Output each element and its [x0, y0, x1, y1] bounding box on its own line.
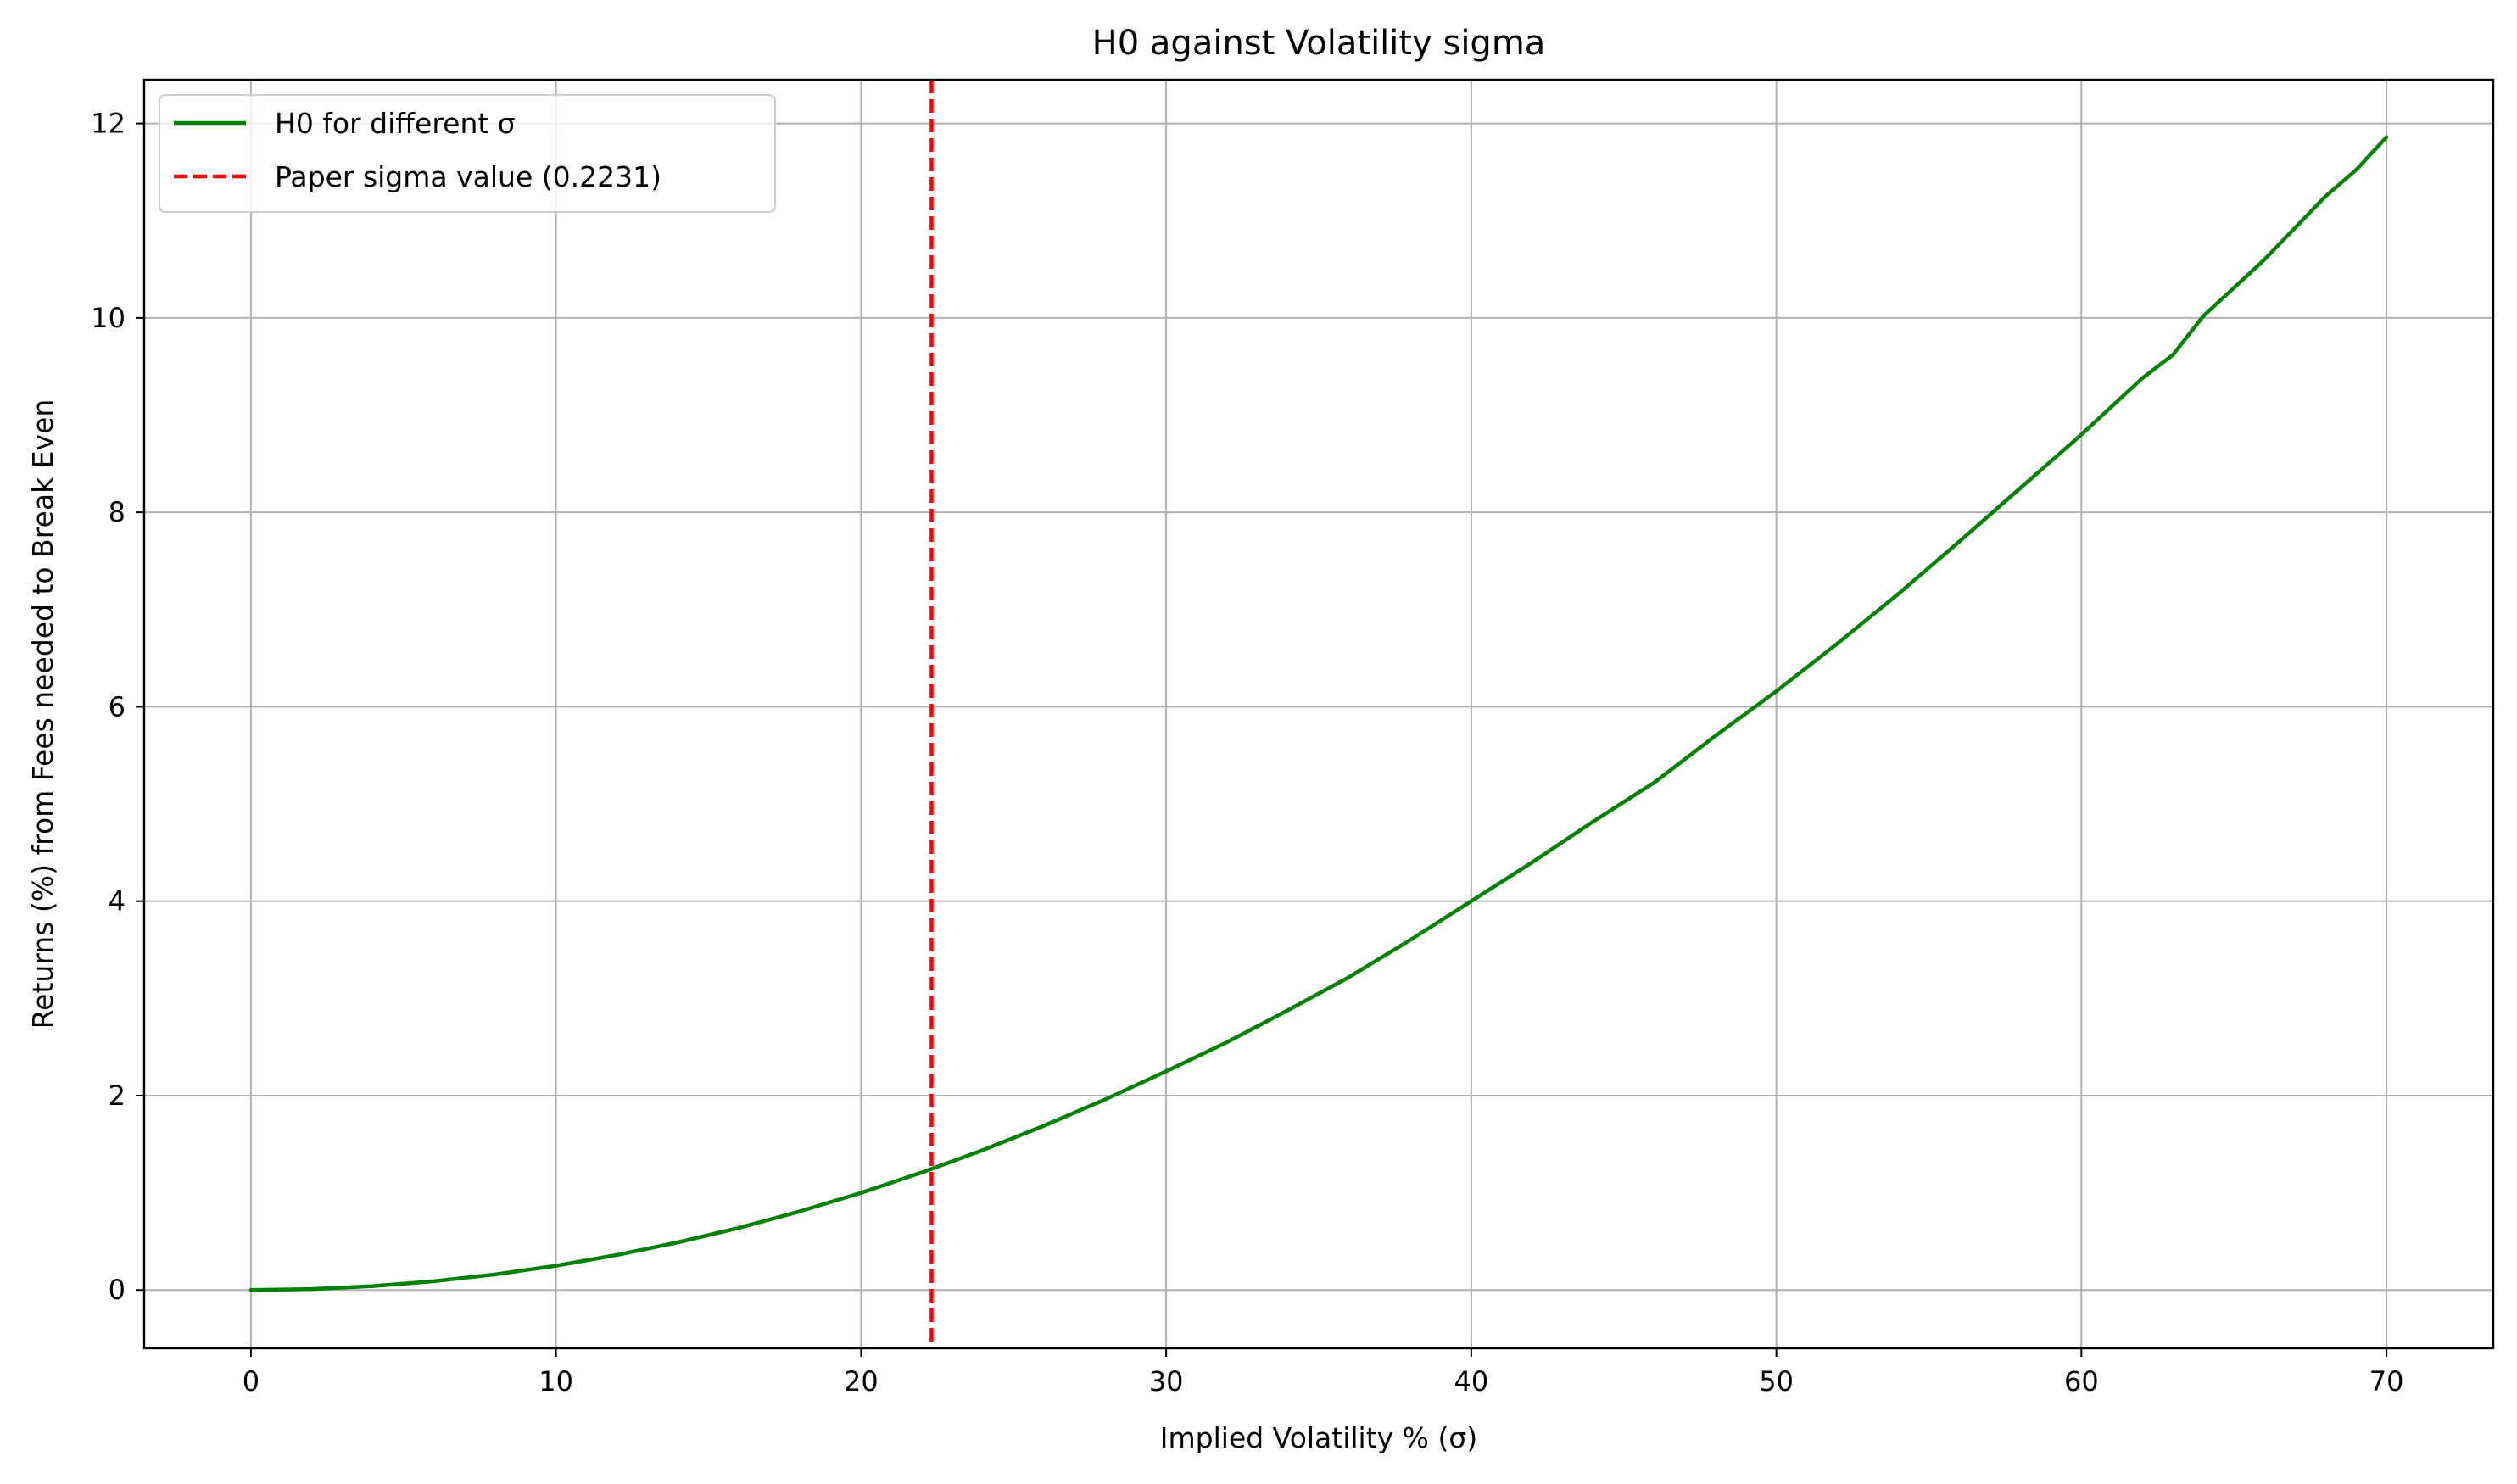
- grid: [144, 80, 2493, 1348]
- y-tick-label: 10: [91, 302, 126, 334]
- x-tick-label: 50: [1759, 1365, 1794, 1398]
- y-tick-label: 4: [109, 885, 126, 918]
- legend-box: [159, 94, 776, 213]
- x-tick-label: 40: [1454, 1365, 1489, 1398]
- plot-area: [248, 80, 2389, 1348]
- y-axis-label: Returns (%) from Fees needed to Break Ev…: [26, 399, 59, 1029]
- x-tick-label: 0: [243, 1365, 260, 1398]
- x-tick-label: 70: [2369, 1365, 2404, 1398]
- x-tick-label: 30: [1149, 1365, 1184, 1398]
- y-tick-label: 0: [109, 1274, 126, 1306]
- legend-label-paper-sigma: Paper sigma value (0.2231): [275, 160, 661, 193]
- plot-frame: [142, 78, 2495, 1350]
- y-tick-label: 2: [109, 1080, 126, 1112]
- y-tick-label: 8: [109, 496, 126, 528]
- series-line-h0: [248, 135, 2389, 1292]
- legend-label-h0: H0 for different σ: [275, 107, 516, 140]
- y-tick-label: 6: [109, 690, 126, 722]
- x-tick-label: 60: [2064, 1365, 2099, 1398]
- x-axis-label: Implied Volatility % (σ): [1160, 1421, 1477, 1454]
- chart-title: H0 against Volatility sigma: [1092, 24, 1546, 63]
- axis-ticks: 0 10 20 30 40 50 60 70 0 2 4 6 8 10 12: [91, 108, 2403, 1398]
- legend: H0 for different σ Paper sigma value (0.…: [159, 94, 776, 213]
- x-tick-label: 20: [844, 1365, 879, 1398]
- y-tick-label: 12: [91, 108, 126, 140]
- x-tick-label: 10: [539, 1365, 573, 1398]
